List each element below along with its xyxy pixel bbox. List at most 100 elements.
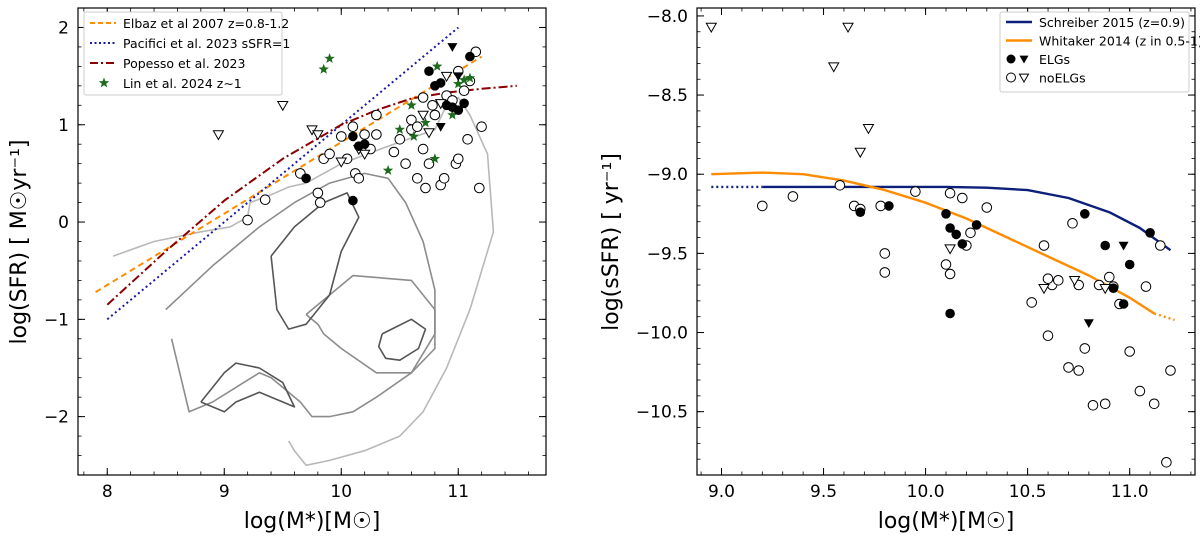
legend-label: Pacifici et al. 2023 sSFR=1 [123, 36, 290, 51]
ssfr-axis-ticks: 9.0 9.5 10.0 10.5 11.0 −8.0 −8.5 −9.0 −9.5 −10.0 −… [636, 7, 1195, 502]
noelg-point [347, 121, 359, 132]
sfr-mass-panel: 8 9 10 11 −2 −1 0 1 2 Elbaz et al 2007 z=0.8-1.2… [7, 7, 547, 534]
x-tick-label: 10 [330, 482, 352, 502]
lin-2024-point [453, 78, 464, 89]
noelg-point [474, 182, 485, 194]
elg-point [1100, 240, 1110, 251]
density-contour-5 [200, 362, 296, 413]
lin-2024-point [324, 53, 335, 63]
noelg-point [1148, 398, 1160, 410]
sfr-legend: Elbaz et al 2007 z=0.8-1.2 Pacifici et al… [83, 11, 290, 96]
noelg-point [388, 146, 400, 158]
noelg-point [394, 134, 406, 145]
noelg-point [371, 109, 382, 121]
lin-2024-point [382, 165, 394, 175]
elg-point [1145, 228, 1155, 238]
noelg-upper-limit [358, 149, 371, 160]
noelg-upper-limit [862, 124, 875, 135]
elg-point [1124, 259, 1135, 270]
noelg-point [406, 114, 417, 126]
noelg-point [412, 173, 423, 184]
density-contour-0 [112, 96, 495, 467]
noelg-point [757, 200, 768, 212]
noelg-point [1053, 275, 1064, 286]
elg-point [855, 207, 866, 217]
relation-line-0 [95, 55, 483, 293]
relation-line-2 [106, 84, 517, 306]
y-tick-label: −8.5 [647, 86, 688, 106]
ssfr-legend: Schreiber 2015 (z=0.9) Whitaker 2014 (z i… [999, 11, 1200, 93]
noelg-point [314, 197, 326, 208]
x-tick-label: 9.0 [708, 482, 735, 502]
density-contour-4 [377, 318, 427, 362]
noelg-upper-limit [423, 128, 435, 139]
noelg-upper-limit [276, 101, 289, 112]
noelg-point [259, 194, 271, 205]
density-contour-2 [305, 274, 436, 374]
noelg-upper-limit [705, 22, 718, 34]
relation-line-2 [711, 171, 1155, 315]
noelg-point [957, 192, 968, 204]
noelg-upper-limit [1099, 283, 1112, 295]
x-tick-label: 9.5 [810, 482, 837, 502]
noelg-point [1067, 218, 1078, 229]
noelg-upper-limit [417, 110, 430, 122]
legend-label: Whitaker 2014 (z in 0.5-1) [1039, 34, 1200, 49]
noelg-point [1087, 400, 1099, 411]
noelg-point [910, 186, 921, 197]
lin-2024-point [406, 99, 417, 110]
noelg-upper-limit [1038, 283, 1050, 295]
y-tick-label: −9.0 [647, 165, 688, 185]
legend-elg-triangle [1019, 55, 1029, 64]
elg-upper-limit [1118, 241, 1129, 251]
noelg-upper-limit [827, 62, 840, 73]
noelg-point [1042, 273, 1054, 285]
noelg-point [476, 121, 487, 132]
sfr-y-axis-label: log(SFR) [ M☉yr⁻¹] [7, 140, 32, 345]
noelg-point [427, 100, 438, 111]
noelg-point [438, 173, 450, 184]
legend-star-marker [98, 77, 110, 88]
elg-point [430, 81, 440, 91]
ssfr-mass-panel: 9.0 9.5 10.0 10.5 11.0 −8.0 −8.5 −9.0 −9.5 −10.0 −… [599, 7, 1200, 534]
noelg-point [324, 148, 335, 160]
elg-point [359, 139, 370, 149]
noelg-point [453, 153, 464, 165]
noelg-point [965, 227, 976, 239]
noelg-point [981, 202, 993, 213]
noelg-point [359, 129, 370, 140]
elg-point [971, 220, 982, 230]
legend-label: noELGs [1039, 71, 1086, 86]
noelg-point [242, 214, 253, 226]
y-tick-label: −9.5 [647, 244, 688, 264]
noelg-point [944, 187, 956, 199]
noelg-point [420, 182, 431, 194]
x-tick-label: 11 [447, 482, 469, 502]
noelg-point [787, 191, 799, 202]
legend-noelg-circle [1006, 72, 1016, 83]
noelg-point [1161, 457, 1172, 468]
elg-upper-limit [1083, 319, 1094, 329]
legend-label: ELGs [1039, 52, 1070, 67]
x-tick-label: 11.0 [1111, 482, 1149, 502]
noelg-point [1155, 240, 1166, 251]
noelg-upper-limit [944, 244, 956, 255]
ssfr-plot-area [705, 22, 1176, 468]
noelg-point [879, 267, 891, 278]
noelg-point [1099, 398, 1111, 410]
elg-point [1108, 283, 1119, 294]
noelg-point [417, 92, 429, 103]
lin-2024-point [394, 124, 405, 135]
noelg-point [944, 268, 956, 280]
legend-elg-circle [1006, 54, 1016, 64]
noelg-point [879, 248, 891, 259]
elg-point [951, 229, 961, 240]
ssfr-y-axis-label: log(sSFR) [ yr⁻¹] [599, 153, 624, 331]
x-tick-label: 10.0 [907, 482, 945, 502]
sfr-x-axis-label: log(M*)[M☉] [244, 509, 381, 534]
lin-2024-point [318, 63, 329, 74]
noelg-upper-limit [440, 71, 453, 83]
noelg-point [1079, 343, 1091, 354]
x-tick-label: 8 [102, 482, 113, 502]
elg-point [945, 308, 955, 319]
